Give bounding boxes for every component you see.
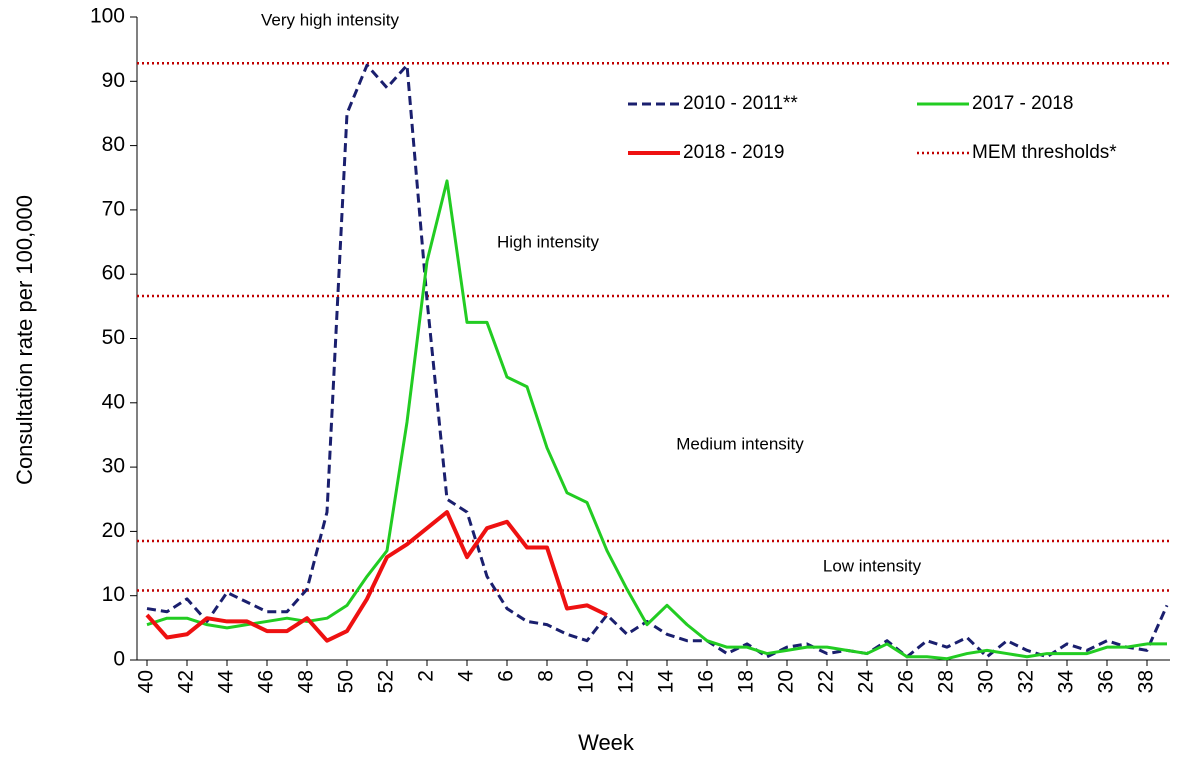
x-tick-label: 2 bbox=[415, 670, 438, 682]
x-tick-label: 22 bbox=[815, 670, 838, 693]
x-tick-label: 46 bbox=[255, 670, 278, 693]
x-tick-label: 26 bbox=[895, 670, 918, 693]
y-tick-label: 80 bbox=[102, 133, 125, 156]
x-tick-label: 40 bbox=[135, 670, 158, 693]
x-tick-label: 44 bbox=[215, 670, 238, 694]
series-line bbox=[146, 179, 1167, 661]
annotation: Low intensity bbox=[823, 556, 922, 575]
x-tick-label: 30 bbox=[975, 670, 998, 693]
annotation: Medium intensity bbox=[676, 434, 804, 453]
y-tick-label: 100 bbox=[90, 5, 125, 28]
x-tick-label: 52 bbox=[375, 670, 398, 693]
y-tick-label: 10 bbox=[102, 583, 125, 606]
annotation: Very high intensity bbox=[261, 10, 399, 29]
y-tick-label: 30 bbox=[102, 455, 125, 478]
x-tick-label: 12 bbox=[615, 670, 638, 693]
y-tick-label: 60 bbox=[102, 262, 125, 285]
x-tick-label: 34 bbox=[1055, 670, 1078, 694]
x-tick-label: 48 bbox=[295, 670, 318, 693]
x-tick-label: 24 bbox=[855, 670, 878, 694]
x-tick-label: 42 bbox=[175, 670, 198, 693]
legend-label: MEM thresholds* bbox=[972, 142, 1117, 163]
x-tick-label: 6 bbox=[495, 670, 518, 682]
x-tick-label: 18 bbox=[735, 670, 758, 693]
legend-label: 2017 - 2018 bbox=[972, 93, 1073, 114]
y-tick-label: 20 bbox=[102, 519, 125, 542]
y-tick-label: 90 bbox=[102, 69, 125, 92]
x-tick-label: 10 bbox=[575, 670, 598, 693]
legend-label: 2018 - 2019 bbox=[683, 142, 784, 163]
y-axis-title: Consultation rate per 100,000 bbox=[12, 195, 37, 485]
x-tick-label: 14 bbox=[655, 670, 678, 694]
annotation: High intensity bbox=[497, 232, 600, 251]
series-line bbox=[146, 63, 1169, 659]
x-tick-label: 50 bbox=[335, 670, 358, 693]
y-tick-label: 0 bbox=[113, 648, 125, 671]
legend-label: 2010 - 2011** bbox=[683, 93, 798, 114]
x-axis-title: Week bbox=[578, 730, 635, 755]
x-tick-label: 32 bbox=[1015, 670, 1038, 693]
x-tick-label: 8 bbox=[535, 670, 558, 682]
x-tick-label: 36 bbox=[1095, 670, 1118, 693]
x-tick-label: 38 bbox=[1135, 670, 1158, 693]
y-tick-label: 40 bbox=[102, 390, 125, 413]
x-tick-label: 20 bbox=[775, 670, 798, 693]
x-tick-label: 28 bbox=[935, 670, 958, 693]
y-tick-label: 50 bbox=[102, 326, 125, 349]
y-tick-label: 70 bbox=[102, 197, 125, 220]
series-line bbox=[145, 510, 608, 643]
x-tick-label: 16 bbox=[695, 670, 718, 693]
x-tick-label: 4 bbox=[455, 670, 478, 682]
